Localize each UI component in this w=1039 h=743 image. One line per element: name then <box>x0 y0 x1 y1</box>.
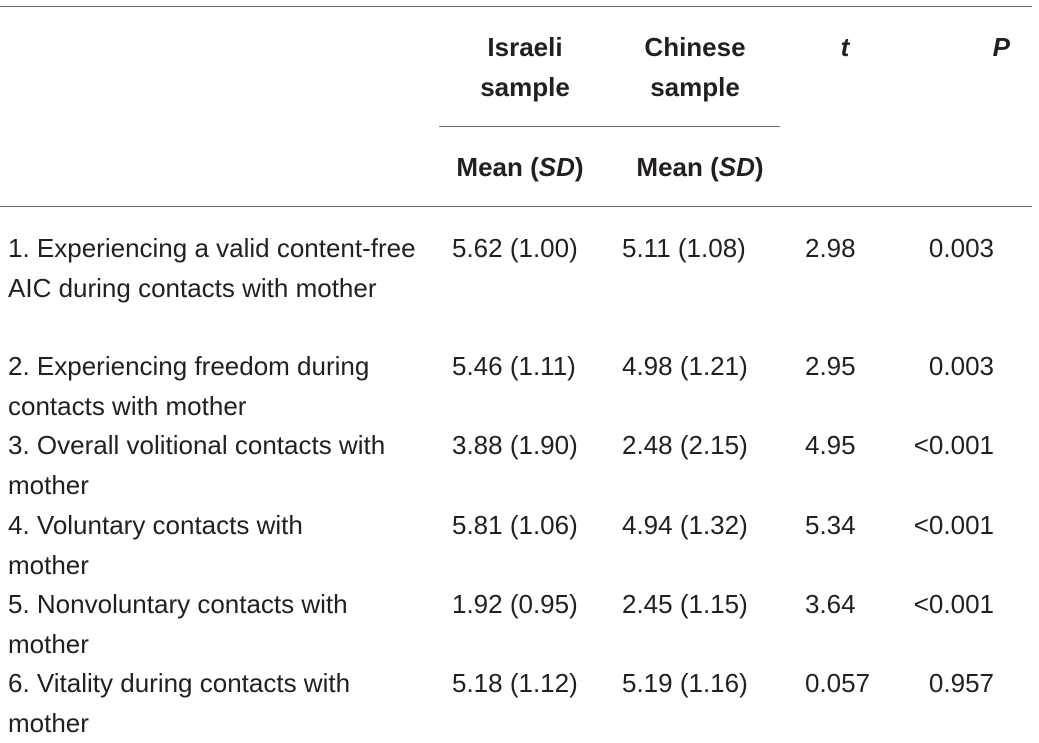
p-value: 0.003 <box>928 351 994 381</box>
p-value: <0.001 <box>913 589 994 619</box>
row-label: 3. Overall volitional contacts with moth… <box>8 430 386 500</box>
table-row: 1. Experiencing a valid content-free AIC… <box>0 228 1032 348</box>
row-label: 4. Voluntary contacts with mother <box>8 510 303 580</box>
israeli-value: 5.46 (1.11) <box>452 351 576 381</box>
p-value: 0.957 <box>928 668 994 698</box>
sd-label: SD <box>538 152 575 182</box>
row-label: 6. Vitality during contacts with mother <box>8 668 351 738</box>
table-top-rule <box>0 6 1032 7</box>
t-value: 2.95 <box>805 351 856 381</box>
header-israeli-line2: sample <box>480 72 570 102</box>
chinese-value: 2.45 (1.15) <box>622 589 748 619</box>
t-value: 3.64 <box>805 589 856 619</box>
israeli-value: 5.81 (1.06) <box>452 510 578 540</box>
t-value: 4.95 <box>805 430 856 460</box>
header-t: t <box>840 32 850 62</box>
chinese-value: 5.11 (1.08) <box>622 233 746 263</box>
israeli-value: 5.18 (1.12) <box>452 668 578 698</box>
table-row: 5. Nonvoluntary contacts with mother 1.9… <box>0 584 1032 664</box>
table-row: 4. Voluntary contacts with mother 5.81 (… <box>0 505 1032 585</box>
table-row: 3. Overall volitional contacts with moth… <box>0 425 1032 505</box>
t-value: 5.34 <box>805 510 856 540</box>
table-row: 2. Experiencing freedom during contacts … <box>0 346 1032 426</box>
chinese-value: 4.98 (1.21) <box>622 351 748 381</box>
israeli-value: 5.62 (1.00) <box>452 233 578 263</box>
sample-group-rule <box>439 126 780 127</box>
header-bottom-rule <box>0 206 1032 207</box>
p-value: <0.001 <box>913 510 994 540</box>
header-israeli-sample: Israeli sample <box>445 27 605 107</box>
p-value: <0.001 <box>913 430 994 460</box>
table-row: 6. Vitality during contacts with mother … <box>0 663 1032 743</box>
t-value: 2.98 <box>805 233 856 263</box>
chinese-value: 5.19 (1.16) <box>622 668 748 698</box>
header-chinese-sample: Chinese sample <box>615 27 775 107</box>
header-israeli-line1: Israeli <box>487 32 563 62</box>
chinese-value: 4.94 (1.32) <box>622 510 748 540</box>
p-value: 0.003 <box>928 233 994 263</box>
row-label: 5. Nonvoluntary contacts with mother <box>8 589 348 659</box>
israeli-value: 3.88 (1.90) <box>452 430 578 460</box>
israeli-value: 1.92 (0.95) <box>452 589 578 619</box>
header-p: P <box>992 32 1010 62</box>
header-chinese-line1: Chinese <box>644 32 746 62</box>
row-label: 1. Experiencing a valid content-free AIC… <box>8 233 416 303</box>
t-value: 0.057 <box>805 668 871 698</box>
row-label: 2. Experiencing freedom during contacts … <box>8 351 370 421</box>
mean-label: Mean <box>636 152 703 182</box>
header-mean-sd-israeli: Mean (SD) <box>456 152 584 182</box>
sd-label: SD <box>718 152 755 182</box>
header-mean-sd-chinese: Mean (SD) <box>636 152 764 182</box>
chinese-value: 2.48 (2.15) <box>622 430 748 460</box>
header-chinese-line2: sample <box>650 72 740 102</box>
mean-label: Mean <box>456 152 523 182</box>
